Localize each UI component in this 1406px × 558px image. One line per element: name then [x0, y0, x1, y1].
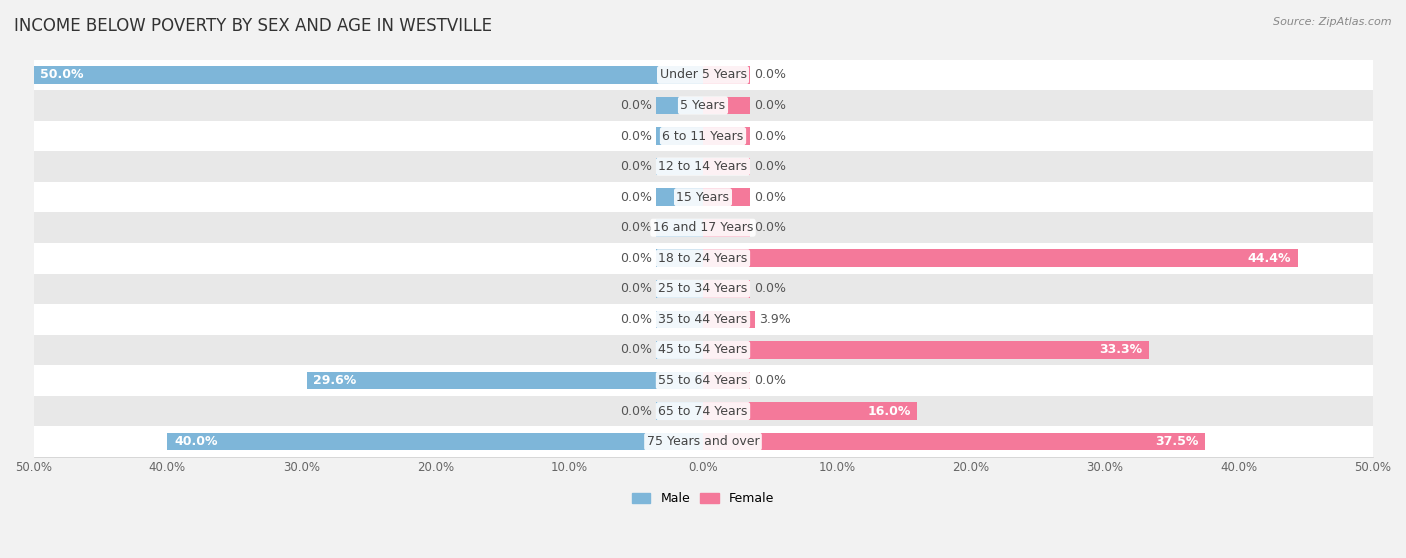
Text: 0.0%: 0.0%: [620, 343, 652, 357]
Text: 0.0%: 0.0%: [620, 313, 652, 326]
Bar: [34, 426, 1372, 457]
Text: 29.6%: 29.6%: [314, 374, 357, 387]
Text: 0.0%: 0.0%: [620, 129, 652, 142]
Bar: [657, 402, 703, 420]
Bar: [703, 310, 755, 328]
Text: 35 to 44 Years: 35 to 44 Years: [658, 313, 748, 326]
Text: 0.0%: 0.0%: [754, 69, 786, 81]
Bar: [703, 341, 1149, 359]
Text: Source: ZipAtlas.com: Source: ZipAtlas.com: [1274, 17, 1392, 27]
Text: 37.5%: 37.5%: [1156, 435, 1198, 448]
Text: INCOME BELOW POVERTY BY SEX AND AGE IN WESTVILLE: INCOME BELOW POVERTY BY SEX AND AGE IN W…: [14, 17, 492, 35]
Bar: [703, 97, 749, 114]
Text: 0.0%: 0.0%: [754, 221, 786, 234]
Bar: [703, 402, 917, 420]
Bar: [703, 219, 749, 237]
Bar: [657, 219, 703, 237]
Text: 5 Years: 5 Years: [681, 99, 725, 112]
Text: 0.0%: 0.0%: [754, 129, 786, 142]
Bar: [657, 310, 703, 328]
Bar: [34, 365, 1372, 396]
Bar: [703, 158, 749, 175]
Bar: [703, 249, 1298, 267]
Text: 50.0%: 50.0%: [41, 69, 84, 81]
Text: 0.0%: 0.0%: [754, 160, 786, 173]
Text: 0.0%: 0.0%: [620, 160, 652, 173]
Bar: [307, 372, 703, 389]
Text: 0.0%: 0.0%: [620, 282, 652, 295]
Text: 55 to 64 Years: 55 to 64 Years: [658, 374, 748, 387]
Bar: [703, 372, 749, 389]
Bar: [703, 280, 749, 297]
Bar: [657, 280, 703, 297]
Text: 0.0%: 0.0%: [620, 99, 652, 112]
Text: 45 to 54 Years: 45 to 54 Years: [658, 343, 748, 357]
Bar: [657, 188, 703, 206]
Text: 0.0%: 0.0%: [754, 374, 786, 387]
Text: 3.9%: 3.9%: [759, 313, 792, 326]
Bar: [34, 66, 703, 84]
Bar: [657, 127, 703, 145]
Text: Under 5 Years: Under 5 Years: [659, 69, 747, 81]
Text: 6 to 11 Years: 6 to 11 Years: [662, 129, 744, 142]
Text: 0.0%: 0.0%: [620, 221, 652, 234]
Text: 44.4%: 44.4%: [1247, 252, 1291, 264]
Bar: [703, 433, 1205, 450]
Bar: [34, 335, 1372, 365]
Text: 0.0%: 0.0%: [620, 405, 652, 417]
Text: 65 to 74 Years: 65 to 74 Years: [658, 405, 748, 417]
Bar: [34, 90, 1372, 121]
Text: 12 to 14 Years: 12 to 14 Years: [658, 160, 748, 173]
Bar: [657, 249, 703, 267]
Bar: [34, 304, 1372, 335]
Text: 0.0%: 0.0%: [620, 252, 652, 264]
Text: 0.0%: 0.0%: [754, 282, 786, 295]
Text: 16 and 17 Years: 16 and 17 Years: [652, 221, 754, 234]
Text: 33.3%: 33.3%: [1099, 343, 1142, 357]
Text: 18 to 24 Years: 18 to 24 Years: [658, 252, 748, 264]
Bar: [703, 66, 749, 84]
Text: 0.0%: 0.0%: [754, 191, 786, 204]
Text: 16.0%: 16.0%: [868, 405, 911, 417]
Bar: [34, 182, 1372, 213]
Bar: [167, 433, 703, 450]
Bar: [703, 188, 749, 206]
Text: 25 to 34 Years: 25 to 34 Years: [658, 282, 748, 295]
Bar: [657, 158, 703, 175]
Legend: Male, Female: Male, Female: [627, 487, 779, 510]
Bar: [34, 151, 1372, 182]
Text: 0.0%: 0.0%: [754, 99, 786, 112]
Bar: [34, 121, 1372, 151]
Bar: [703, 127, 749, 145]
Text: 75 Years and over: 75 Years and over: [647, 435, 759, 448]
Text: 40.0%: 40.0%: [174, 435, 218, 448]
Text: 15 Years: 15 Years: [676, 191, 730, 204]
Bar: [657, 341, 703, 359]
Bar: [34, 213, 1372, 243]
Bar: [34, 60, 1372, 90]
Bar: [34, 396, 1372, 426]
Bar: [34, 243, 1372, 273]
Bar: [657, 97, 703, 114]
Bar: [34, 273, 1372, 304]
Text: 0.0%: 0.0%: [620, 191, 652, 204]
